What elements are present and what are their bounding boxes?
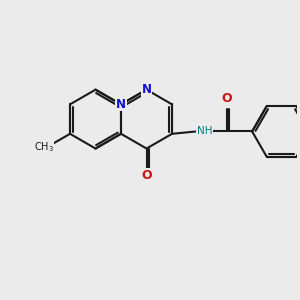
Text: O: O — [222, 92, 232, 105]
Text: NH: NH — [197, 126, 212, 136]
Text: O: O — [141, 169, 152, 182]
Text: N: N — [116, 98, 126, 111]
Text: N: N — [142, 83, 152, 96]
Text: CH$_3$: CH$_3$ — [34, 140, 54, 154]
